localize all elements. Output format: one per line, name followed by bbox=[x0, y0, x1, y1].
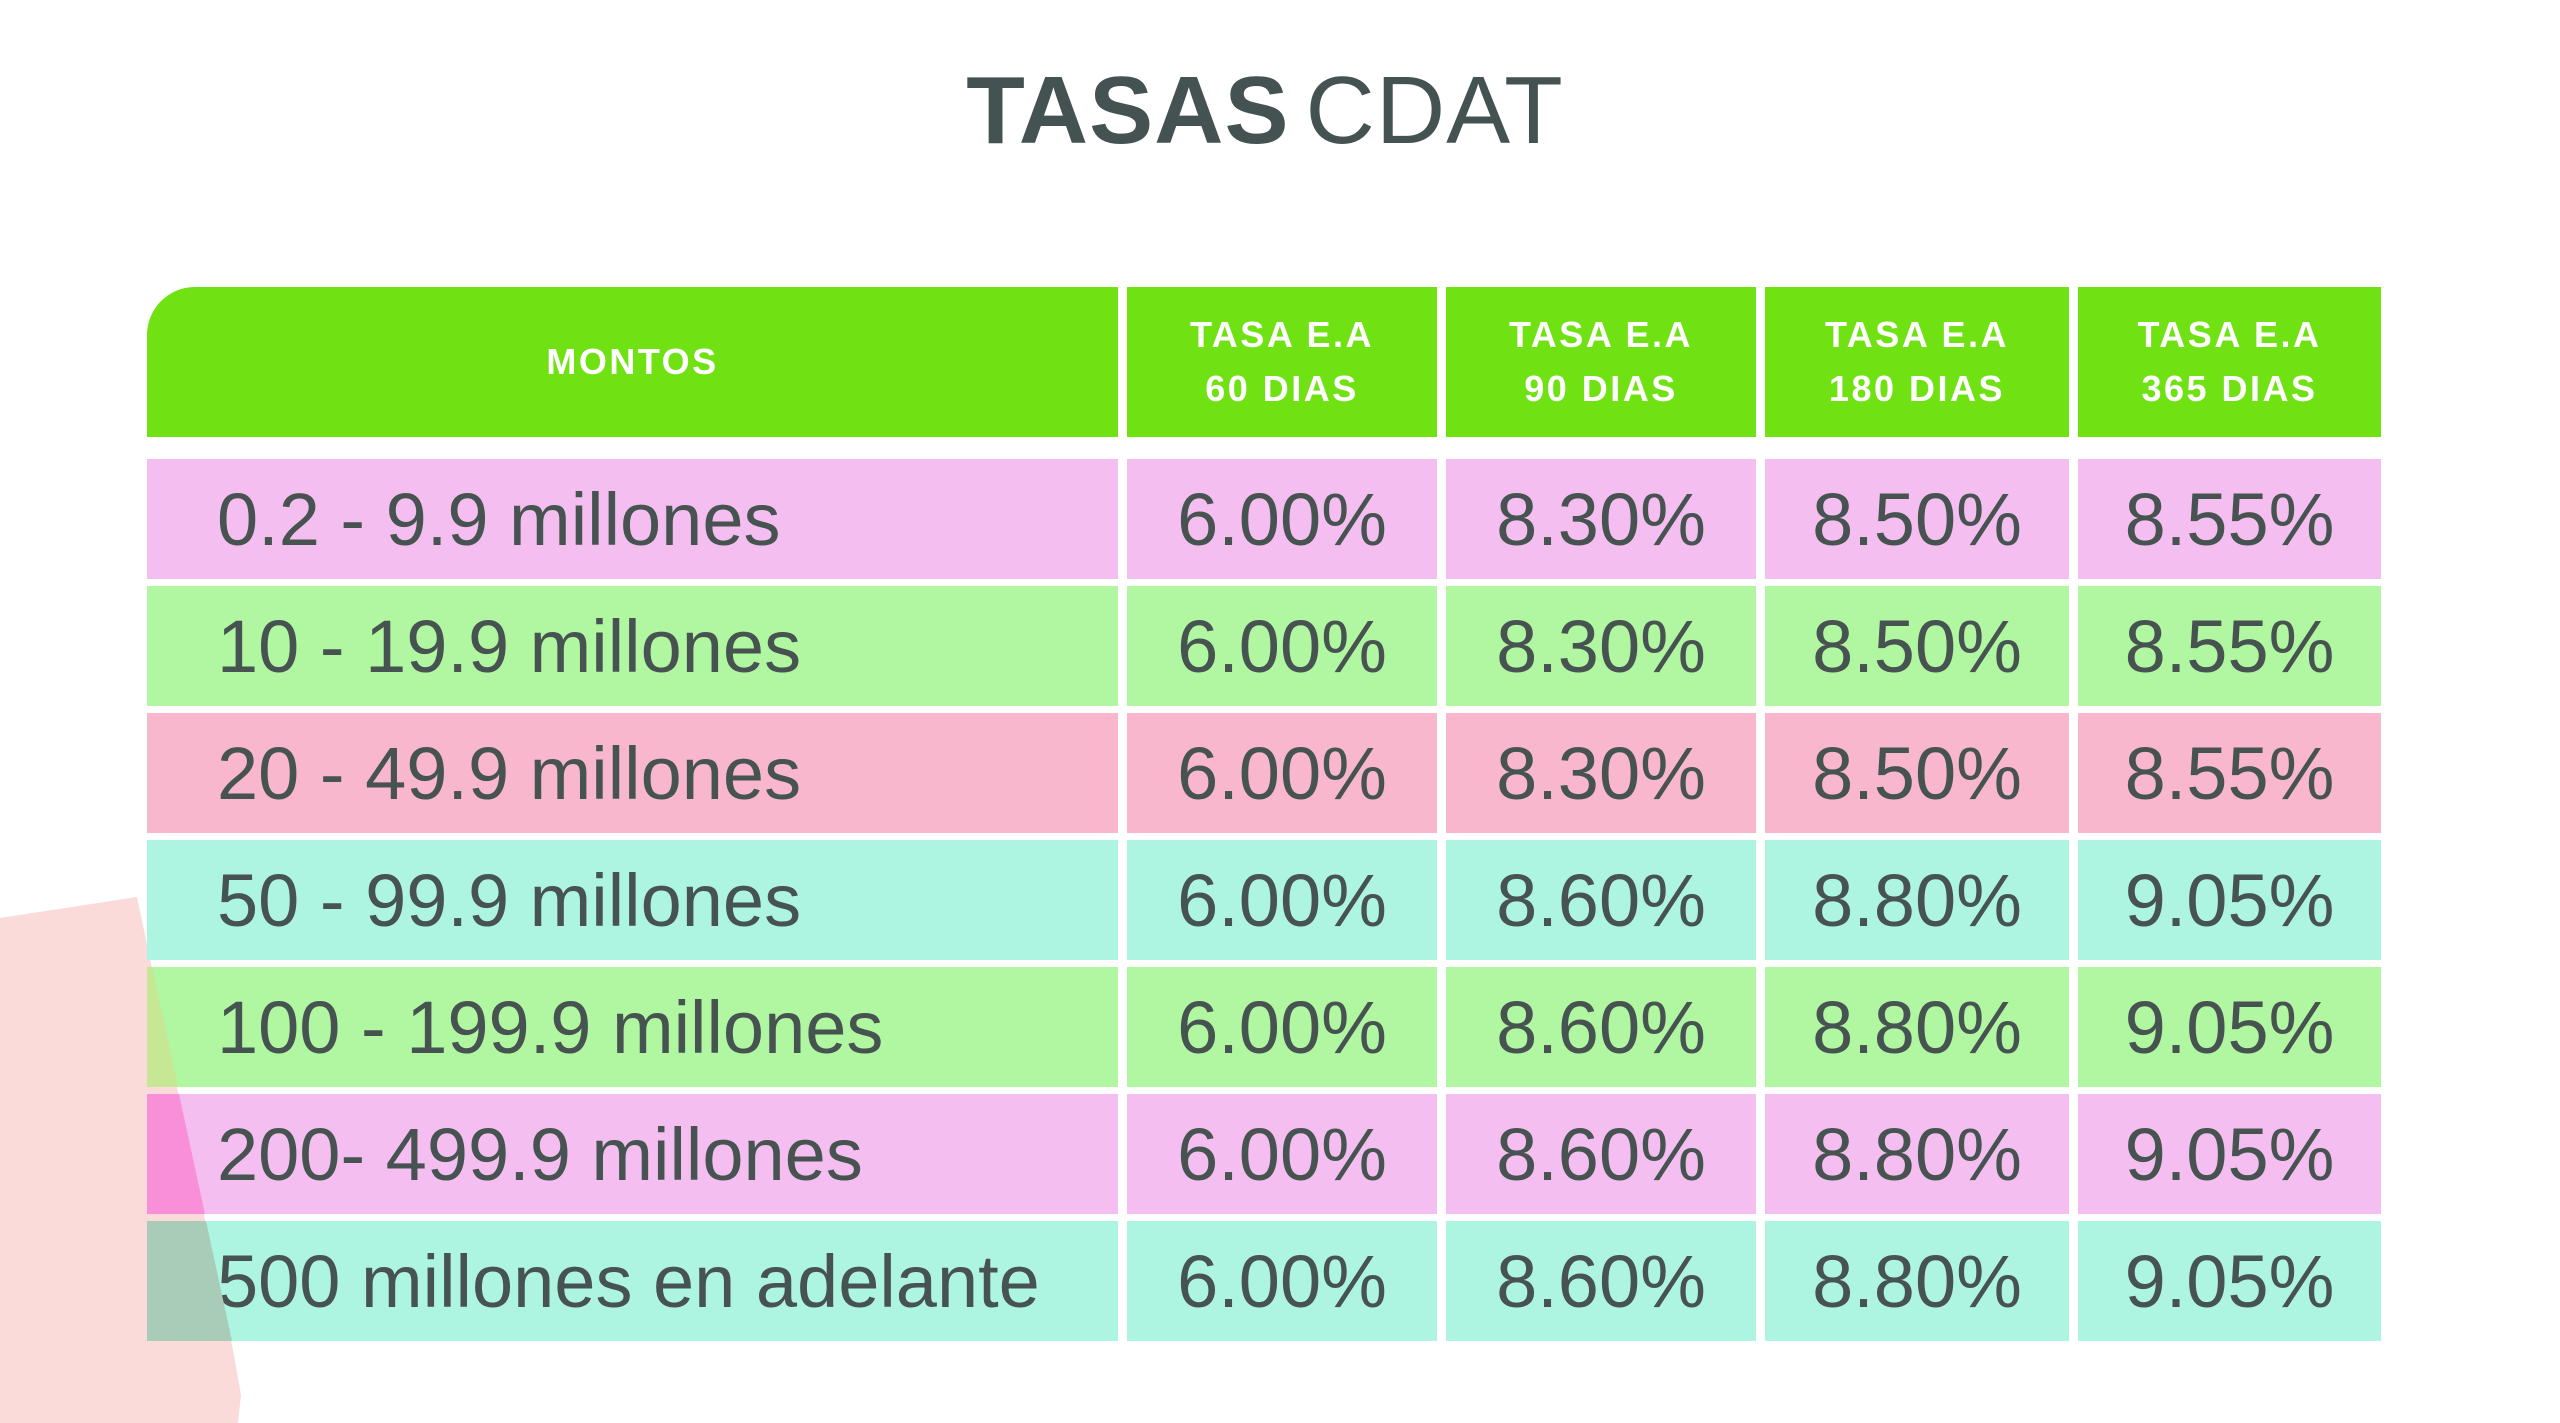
rate-cell: 8.80% bbox=[1765, 967, 2069, 1087]
rate-cell: 8.55% bbox=[2078, 713, 2381, 833]
rate-cell: 9.05% bbox=[2078, 1094, 2381, 1214]
column-header-60-dias: TASA E.A 60 DIAS bbox=[1127, 287, 1437, 437]
amount-cell: 10 - 19.9 millones bbox=[147, 586, 1118, 706]
title-regular: CDAT bbox=[1305, 57, 1564, 164]
rate-cell: 6.00% bbox=[1127, 967, 1437, 1087]
column-header-90-dias: TASA E.A 90 DIAS bbox=[1446, 287, 1756, 437]
column-header-sublabel: 60 DIAS bbox=[1205, 368, 1359, 409]
rate-cell: 6.00% bbox=[1127, 459, 1437, 579]
column-header-sublabel: 180 DIAS bbox=[1828, 368, 2006, 409]
rate-cell: 8.60% bbox=[1446, 840, 1756, 960]
rate-cell: 6.00% bbox=[1127, 840, 1437, 960]
rate-cell: 9.05% bbox=[2078, 1221, 2381, 1341]
rate-cell: 9.05% bbox=[2078, 840, 2381, 960]
rate-cell: 9.05% bbox=[2078, 967, 2381, 1087]
rate-table-body: 0.2 - 9.9 millones 6.00% 8.30% 8.50% 8.5… bbox=[147, 459, 2383, 1341]
amount-cell: 0.2 - 9.9 millones bbox=[147, 459, 1118, 579]
rate-cell: 8.30% bbox=[1446, 459, 1756, 579]
rate-cell: 8.55% bbox=[2078, 459, 2381, 579]
rate-cell: 8.60% bbox=[1446, 1094, 1756, 1214]
rate-cell: 8.60% bbox=[1446, 967, 1756, 1087]
rate-cell: 8.50% bbox=[1765, 713, 2069, 833]
amount-cell: 200- 499.9 millones bbox=[147, 1094, 1118, 1214]
column-header-label: TASA E.A bbox=[1824, 314, 2009, 355]
rate-cell: 8.80% bbox=[1765, 1094, 2069, 1214]
rate-cell: 8.30% bbox=[1446, 713, 1756, 833]
rate-cell: 6.00% bbox=[1127, 713, 1437, 833]
column-header-label: TASA E.A bbox=[2137, 314, 2322, 355]
rate-cell: 8.80% bbox=[1765, 1221, 2069, 1341]
amount-cell: 50 - 99.9 millones bbox=[147, 840, 1118, 960]
column-header-label: TASA E.A bbox=[1508, 314, 1693, 355]
column-header-montos: MONTOS bbox=[147, 287, 1118, 437]
amount-cell: 500 millones en adelante bbox=[147, 1221, 1118, 1341]
rate-cell: 8.30% bbox=[1446, 586, 1756, 706]
amount-cell: 20 - 49.9 millones bbox=[147, 713, 1118, 833]
rate-cell: 8.50% bbox=[1765, 459, 2069, 579]
table-header-row: MONTOS TASA E.A 60 DIAS TASA E.A 90 DIAS… bbox=[147, 287, 2383, 437]
column-header-180-dias: TASA E.A 180 DIAS bbox=[1765, 287, 2069, 437]
title-bold: TASAS bbox=[966, 57, 1290, 164]
column-header-sublabel: 90 DIAS bbox=[1524, 368, 1678, 409]
column-header-label: TASA E.A bbox=[1189, 314, 1374, 355]
rate-cell: 8.50% bbox=[1765, 586, 2069, 706]
rate-cell: 6.00% bbox=[1127, 586, 1437, 706]
rate-cell: 6.00% bbox=[1127, 1221, 1437, 1341]
rate-cell: 8.60% bbox=[1446, 1221, 1756, 1341]
column-header-sublabel: 365 DIAS bbox=[2141, 368, 2318, 409]
column-header-365-dias: TASA E.A 365 DIAS bbox=[2078, 287, 2381, 437]
rate-cell: 8.80% bbox=[1765, 840, 2069, 960]
rate-cell: 8.55% bbox=[2078, 586, 2381, 706]
amount-cell: 100 - 199.9 millones bbox=[147, 967, 1118, 1087]
rate-cell: 6.00% bbox=[1127, 1094, 1437, 1214]
page-title: TASAS CDAT bbox=[147, 58, 2383, 164]
column-header-label: MONTOS bbox=[546, 341, 719, 382]
